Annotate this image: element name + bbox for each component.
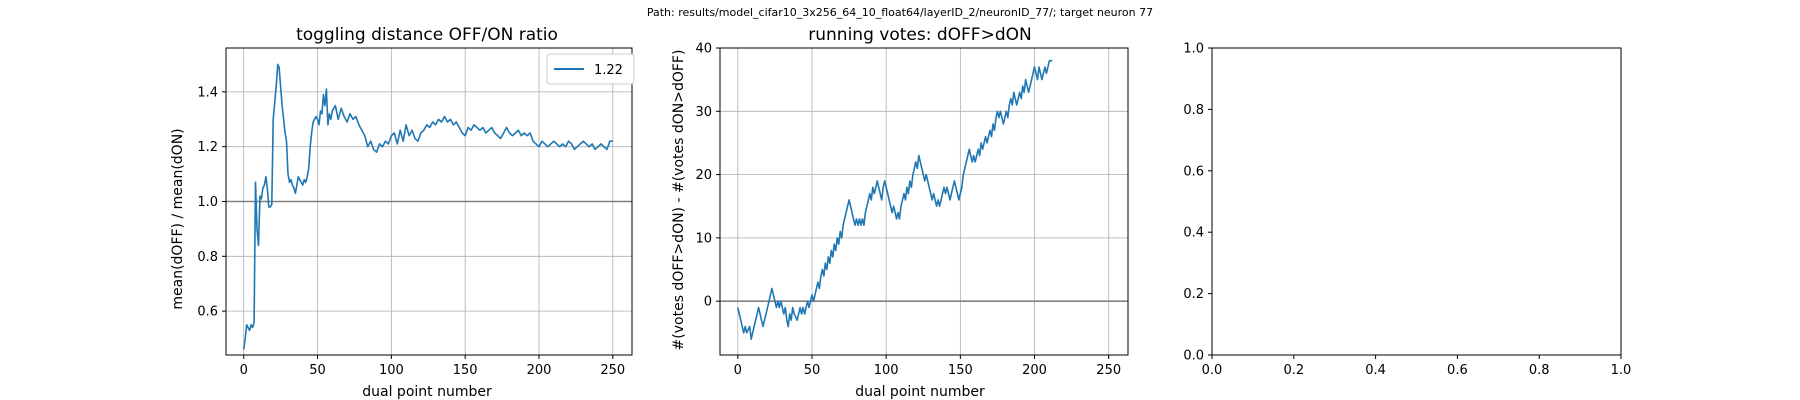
x-tick-label: 200	[527, 363, 552, 378]
x-tick-label: 0.6	[1447, 363, 1468, 378]
x-tick-label: 0	[734, 363, 742, 378]
y-tick-label: 20	[695, 168, 712, 183]
y-tick-label: 0.4	[1183, 226, 1204, 241]
y-tick-label: 0.8	[1183, 103, 1204, 118]
y-tick-label: 0.6	[1183, 164, 1204, 179]
y-tick-label: 40	[695, 42, 712, 57]
subplot-1-title: toggling distance OFF/ON ratio	[296, 25, 558, 45]
subplot-empty: 0.0 0.2 0.4 0.6 0.8 1.0 0.0 0.2 0.4 0.6 0.8 1.0	[1183, 42, 1631, 379]
x-tick-label: 0.2	[1283, 363, 1304, 378]
figure-suptitle: Path: results/model_cifar10_3x256_64_10_…	[647, 6, 1153, 19]
grid-lines	[720, 47, 1128, 355]
x-tick-label: 250	[1096, 363, 1121, 378]
y-tick-label: 0.6	[197, 305, 218, 320]
legend-box	[546, 53, 635, 85]
x-tick-label: 100	[874, 363, 899, 378]
axes-frame	[1211, 47, 1622, 356]
y-tick-label: 1.0	[197, 195, 218, 210]
y-tick-label: 10	[695, 231, 712, 246]
x-tick-label: 0.4	[1365, 363, 1386, 378]
x-tick-label: 1.0	[1611, 363, 1632, 378]
y-tick-label: 0.8	[197, 250, 218, 265]
x-tick-label: 0	[240, 363, 248, 378]
axes-frame	[719, 47, 1129, 356]
y-tick-label: 0.2	[1183, 287, 1204, 302]
series-line	[242, 63, 613, 350]
subplot-1-ylabel: mean(dOFF) / mean(dON)	[170, 128, 186, 309]
x-tick-label: 100	[379, 363, 404, 378]
x-tick-label: 0.0	[1202, 363, 1223, 378]
x-tick-label: 250	[600, 363, 625, 378]
x-tick-label: 0.8	[1529, 363, 1550, 378]
y-tick-label: 30	[695, 105, 712, 120]
y-tick-label: 1.4	[197, 85, 218, 100]
subplot-1-legend: 1.22	[546, 53, 635, 85]
y-tick-label: 0.0	[1183, 349, 1204, 364]
x-tick-label: 150	[948, 363, 973, 378]
x-tick-label: 150	[453, 363, 478, 378]
series-line	[737, 59, 1053, 340]
x-tick-label: 50	[804, 363, 821, 378]
legend-entry-label: 1.22	[594, 63, 623, 78]
x-tick-label: 50	[309, 363, 326, 378]
x-tick-label: 200	[1022, 363, 1047, 378]
y-tick-label: 1.2	[197, 140, 218, 155]
subplot-2-title: running votes: dOFF>dON	[808, 25, 1031, 45]
subplot-1-xlabel: dual point number	[362, 384, 492, 400]
subplot-2-ylabel: #(votes dOFF>dON) - #(votes dON>dOFF)	[671, 50, 687, 351]
y-tick-label: 0	[704, 295, 712, 310]
y-tick-label: 1.0	[1183, 42, 1204, 57]
subplot-running-votes: running votes: dOFF>dON dual point numbe…	[671, 25, 1129, 400]
subplot-2-xlabel: dual point number	[855, 384, 985, 400]
subplot-toggling-ratio: toggling distance OFF/ON ratio dual poin…	[170, 25, 635, 400]
